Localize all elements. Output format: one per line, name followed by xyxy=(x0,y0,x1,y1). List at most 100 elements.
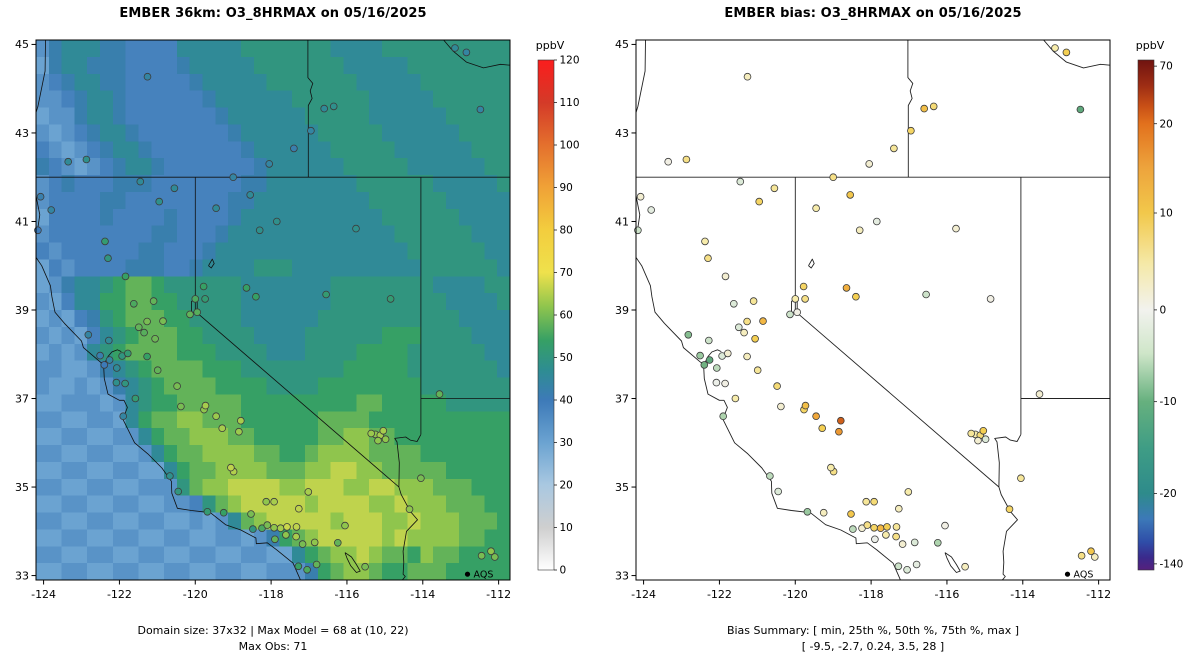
station-dot xyxy=(386,295,395,303)
station-dot xyxy=(740,328,748,337)
bias-map-panel: -124 -122 -120 -118 -116 -114 -112 33 35 37 39 41 43… xyxy=(600,0,1200,672)
station-dot xyxy=(159,317,167,325)
station-dot xyxy=(304,488,313,496)
station-dot xyxy=(818,424,827,433)
station-dot xyxy=(890,144,898,153)
colorbar-units-label: ppbV xyxy=(536,39,565,52)
station-dot xyxy=(910,538,919,547)
x-tick-label: -114 xyxy=(410,588,435,601)
station-dot xyxy=(922,290,930,299)
station-dot xyxy=(770,184,779,193)
lake-pyramid-outline xyxy=(808,258,815,269)
aqs-legend-dot xyxy=(1064,571,1071,577)
station-dot xyxy=(912,560,921,569)
x-tick-label: -116 xyxy=(934,588,959,601)
station-dot xyxy=(451,44,459,52)
y-tick-label: 37 xyxy=(15,392,29,405)
station-dot xyxy=(894,504,903,513)
station-dot xyxy=(292,532,300,541)
station-dot xyxy=(310,538,319,547)
colorbar-tick-label: 80 xyxy=(560,225,573,237)
station-dot xyxy=(229,173,238,182)
station-dot xyxy=(212,412,220,421)
station-dot xyxy=(941,521,949,530)
station-dot xyxy=(751,334,759,343)
station-dot xyxy=(743,317,751,326)
y-tick-label: 35 xyxy=(615,481,629,494)
station-dot xyxy=(119,412,127,421)
station-dot xyxy=(252,292,260,301)
station-dot xyxy=(705,356,714,364)
y-tick-label: 39 xyxy=(615,304,629,317)
station-dot xyxy=(766,472,774,480)
o3-raster-layer xyxy=(36,40,510,580)
station-dot xyxy=(803,507,812,516)
aqs-legend-dot xyxy=(464,571,471,577)
colorbar-tick-label: -10 xyxy=(1160,396,1177,408)
station-dot xyxy=(852,292,860,301)
station-dot xyxy=(1035,390,1044,398)
station-dot xyxy=(477,551,486,560)
station-dot xyxy=(701,237,709,246)
y-tick-label: 39 xyxy=(15,304,29,317)
station-dot xyxy=(312,560,321,569)
station-dot xyxy=(173,382,181,390)
station-dot xyxy=(135,323,143,332)
or-id-outline xyxy=(307,40,314,178)
station-dot xyxy=(862,497,871,506)
station-dot xyxy=(870,523,878,532)
station-dot xyxy=(920,104,929,113)
station-dot xyxy=(903,565,911,574)
x-tick-label: -112 xyxy=(1086,588,1111,601)
station-dot xyxy=(967,429,976,438)
station-dot xyxy=(242,284,251,292)
station-dot xyxy=(218,424,227,433)
station-dot xyxy=(307,126,315,135)
station-dot xyxy=(82,155,91,164)
y-tick-label: 41 xyxy=(615,215,629,228)
station-dot xyxy=(700,361,709,369)
y-tick-label: 37 xyxy=(615,392,629,405)
station-dot xyxy=(791,295,800,303)
colorbar-tick-label: 100 xyxy=(560,140,580,152)
station-dot xyxy=(131,394,140,403)
station-dot xyxy=(981,435,990,444)
station-dot xyxy=(898,540,907,548)
station-dot xyxy=(462,48,471,57)
x-tick-label: -122 xyxy=(707,588,732,601)
station-dot xyxy=(721,272,730,281)
station-dot xyxy=(1005,505,1014,514)
station-dot xyxy=(263,521,272,529)
obs-points-layer xyxy=(34,44,499,574)
station-dot xyxy=(186,310,194,319)
station-dot xyxy=(777,402,785,411)
station-dot xyxy=(682,155,691,164)
y-tick-label: 45 xyxy=(15,38,29,51)
station-dot xyxy=(201,295,209,303)
station-dot xyxy=(237,416,245,425)
station-dot xyxy=(290,144,298,153)
bias-colorbar: 70 20 10 0 -10 -20 -140 ppbV xyxy=(1136,39,1184,570)
station-dot xyxy=(272,217,281,226)
station-dot xyxy=(799,282,808,291)
station-dot xyxy=(731,394,740,403)
station-dot xyxy=(246,191,255,199)
model-map-title: EMBER 36km: O3_8HRMAX on 05/16/2025 xyxy=(119,6,427,21)
station-dot xyxy=(249,525,257,533)
station-dot xyxy=(294,562,303,571)
salton-sea-outline xyxy=(944,552,961,573)
coast-outline xyxy=(36,40,301,580)
station-dot xyxy=(704,254,712,263)
station-dot xyxy=(705,336,713,345)
station-dot xyxy=(870,497,878,506)
station-dot xyxy=(892,523,901,531)
bias-map-plot: -124 -122 -120 -118 -116 -114 -112 33 35 37 39 41 43… xyxy=(615,38,1184,601)
station-dot xyxy=(664,157,672,166)
station-dot xyxy=(262,497,271,506)
station-dot xyxy=(1087,547,1095,555)
station-dot xyxy=(1062,48,1071,57)
station-dot xyxy=(367,429,376,438)
station-dot xyxy=(100,361,109,369)
station-dot xyxy=(696,351,704,360)
